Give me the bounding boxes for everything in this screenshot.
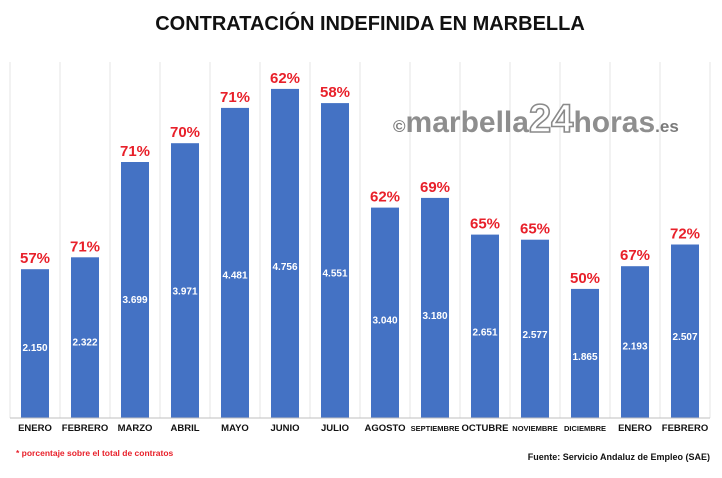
bar-4 <box>171 143 199 418</box>
bar-3 <box>121 162 149 418</box>
watermark-logo: ©marbella24horas.es <box>393 96 679 142</box>
percent-label: 65% <box>470 216 500 233</box>
bar-14 <box>671 244 699 418</box>
category-label: MAYO <box>221 423 249 434</box>
percent-label: 50% <box>570 270 600 287</box>
category-label: SEPTIEMBRE <box>411 424 460 433</box>
footnote: * porcentaje sobre el total de contratos <box>16 448 174 458</box>
chart-title: CONTRATACIÓN INDEFINIDA EN MARBELLA <box>155 11 585 35</box>
category-label: FEBRERO <box>662 423 708 434</box>
watermark-horas: horas <box>573 106 655 139</box>
percent-label: 71% <box>70 238 100 255</box>
bar-value-label: 3.699 <box>122 295 147 306</box>
percent-label: 57% <box>20 250 50 267</box>
bar-2 <box>71 257 99 418</box>
bar-13 <box>621 266 649 418</box>
percent-label: 71% <box>120 143 150 160</box>
bar-value-label: 2.507 <box>672 332 697 343</box>
percent-label: 70% <box>170 124 200 141</box>
percent-label: 62% <box>270 70 300 87</box>
percent-label: 65% <box>520 221 550 238</box>
category-label: JULIO <box>321 423 349 434</box>
bar-5 <box>221 107 249 419</box>
category-label: MARZO <box>118 423 153 434</box>
bar-8 <box>371 207 399 418</box>
watermark-es: .es <box>655 117 679 136</box>
category-label: ENERO <box>618 423 652 434</box>
bar-value-label: 2.193 <box>622 342 647 353</box>
category-label: FEBRERO <box>62 423 108 434</box>
bar-12 <box>571 288 599 418</box>
bar-value-label: 3.040 <box>372 315 397 326</box>
category-label: NOVIEMBRE <box>512 424 557 433</box>
bar-value-label: 1.865 <box>572 352 597 363</box>
bar-11 <box>521 239 549 418</box>
watermark-24: 24 <box>529 97 574 141</box>
category-label: ABRIL <box>170 423 199 434</box>
percent-label: 58% <box>320 84 350 101</box>
source-label: Fuente: Servicio Andaluz de Empleo (SAE) <box>528 452 710 462</box>
bar-value-label: 4.481 <box>222 271 247 282</box>
percent-label: 72% <box>670 226 700 243</box>
bar-value-label: 4.551 <box>322 268 347 279</box>
bar-value-label: 3.180 <box>422 311 447 322</box>
bar-value-label: 2.150 <box>22 343 47 354</box>
bar-1 <box>21 269 49 418</box>
category-label: ENERO <box>18 423 52 434</box>
bars-layer: 2.150 57% 2.322 71% 3.699 71% 3.971 70% 4.481 71%… <box>20 70 700 419</box>
percent-label: 67% <box>620 247 650 264</box>
bar-value-label: 2.577 <box>522 330 547 341</box>
bar-9 <box>421 197 449 418</box>
svg-text:©marbella24horas.es: ©marbella24horas.es <box>393 97 679 141</box>
bar-value-label: 3.971 <box>172 286 197 297</box>
watermark-marbella: marbella <box>406 106 530 139</box>
watermark-copyright: © <box>393 117 406 136</box>
category-label: OCTUBRE <box>462 423 509 434</box>
percent-label: 71% <box>220 89 250 106</box>
category-label: DICIEMBRE <box>564 424 606 433</box>
category-label: JUNIO <box>270 423 299 434</box>
category-label: AGOSTO <box>365 423 406 434</box>
category-labels: ENERO FEBRERO MARZO ABRIL MAYO JUNIO JULIO AGOS… <box>18 423 708 434</box>
percent-label: 69% <box>420 179 450 196</box>
bar-value-label: 2.322 <box>72 338 97 349</box>
bar-value-label: 2.651 <box>472 327 497 338</box>
bar-7 <box>321 103 349 418</box>
vertical-gridlines <box>9 62 711 418</box>
bar-6 <box>271 88 299 419</box>
bar-value-label: 4.756 <box>272 262 297 273</box>
bar-10 <box>471 234 499 418</box>
percent-label: 62% <box>370 189 400 206</box>
